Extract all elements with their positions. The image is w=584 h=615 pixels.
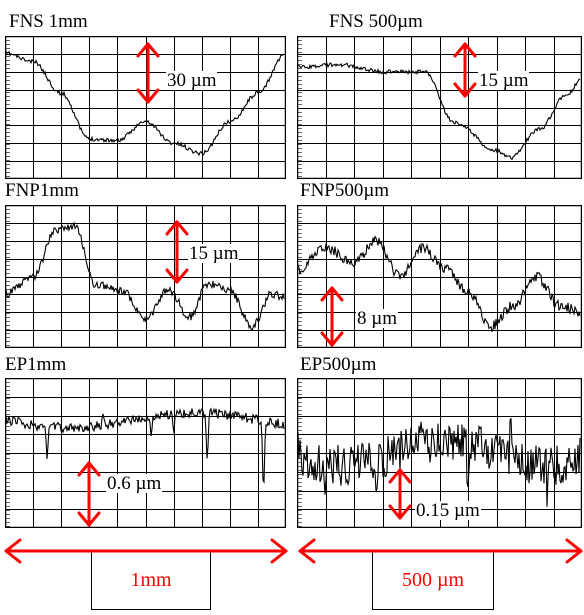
profile-trace: [5, 50, 285, 157]
profile-panel-ep-500um: [297, 378, 582, 528]
profile-panel-fnp-1mm: [5, 205, 286, 348]
profile-plot-ep-500um: [297, 378, 582, 528]
scale-label-fnp-500um: 8 µm: [356, 308, 398, 329]
grid: [297, 205, 582, 348]
scale-box-1mm: 1mm: [91, 550, 211, 610]
scale-label-fns-500um: 15 µm: [478, 70, 530, 91]
profile-trace: [5, 221, 285, 332]
title-ep-500um: EP500µm: [300, 354, 377, 375]
panel-frame: [297, 36, 582, 179]
title-fns-1mm: FNS 1mm: [9, 11, 88, 32]
profile-plot-fns-1mm: [5, 36, 286, 179]
profile-plot-ep-1mm: [5, 378, 286, 528]
scale-label-500um: 500 µm: [401, 568, 465, 591]
panel-frame: [5, 36, 286, 179]
profile-panel-fnp-500um: [297, 205, 582, 348]
panel-frame: [5, 205, 286, 348]
profile-trace: [5, 407, 285, 484]
title-fnp-500um: FNP500µm: [300, 180, 390, 201]
scale-label-1mm: 1mm: [130, 568, 172, 591]
title-ep-1mm: EP1mm: [5, 354, 67, 375]
profile-plot-fns-500um: [297, 36, 582, 179]
profile-panel-fns-500um: [297, 36, 582, 179]
profile-panel-fns-1mm: [5, 36, 286, 179]
scale-label-ep-500um: 0.15 µm: [415, 500, 481, 521]
grid: [5, 205, 286, 348]
scale-label-ep-1mm: 0.6 µm: [106, 473, 163, 494]
title-fnp-1mm: FNP1mm: [5, 180, 79, 201]
scale-box-500um: 500 µm: [372, 550, 494, 610]
profile-plot-fnp-500um: [297, 205, 582, 348]
panel-frame: [297, 205, 582, 348]
profile-trace: [297, 235, 581, 333]
grid: [297, 36, 582, 179]
profile-trace: [298, 62, 581, 161]
title-fns-500um: FNS 500µm: [329, 11, 423, 32]
scale-label-fns-1mm: 30 µm: [166, 70, 218, 91]
profile-trace: [297, 418, 581, 507]
profile-panel-ep-1mm: [5, 378, 286, 528]
profile-plot-fnp-1mm: [5, 205, 286, 348]
scale-label-fnp-1mm: 15 µm: [188, 243, 240, 264]
